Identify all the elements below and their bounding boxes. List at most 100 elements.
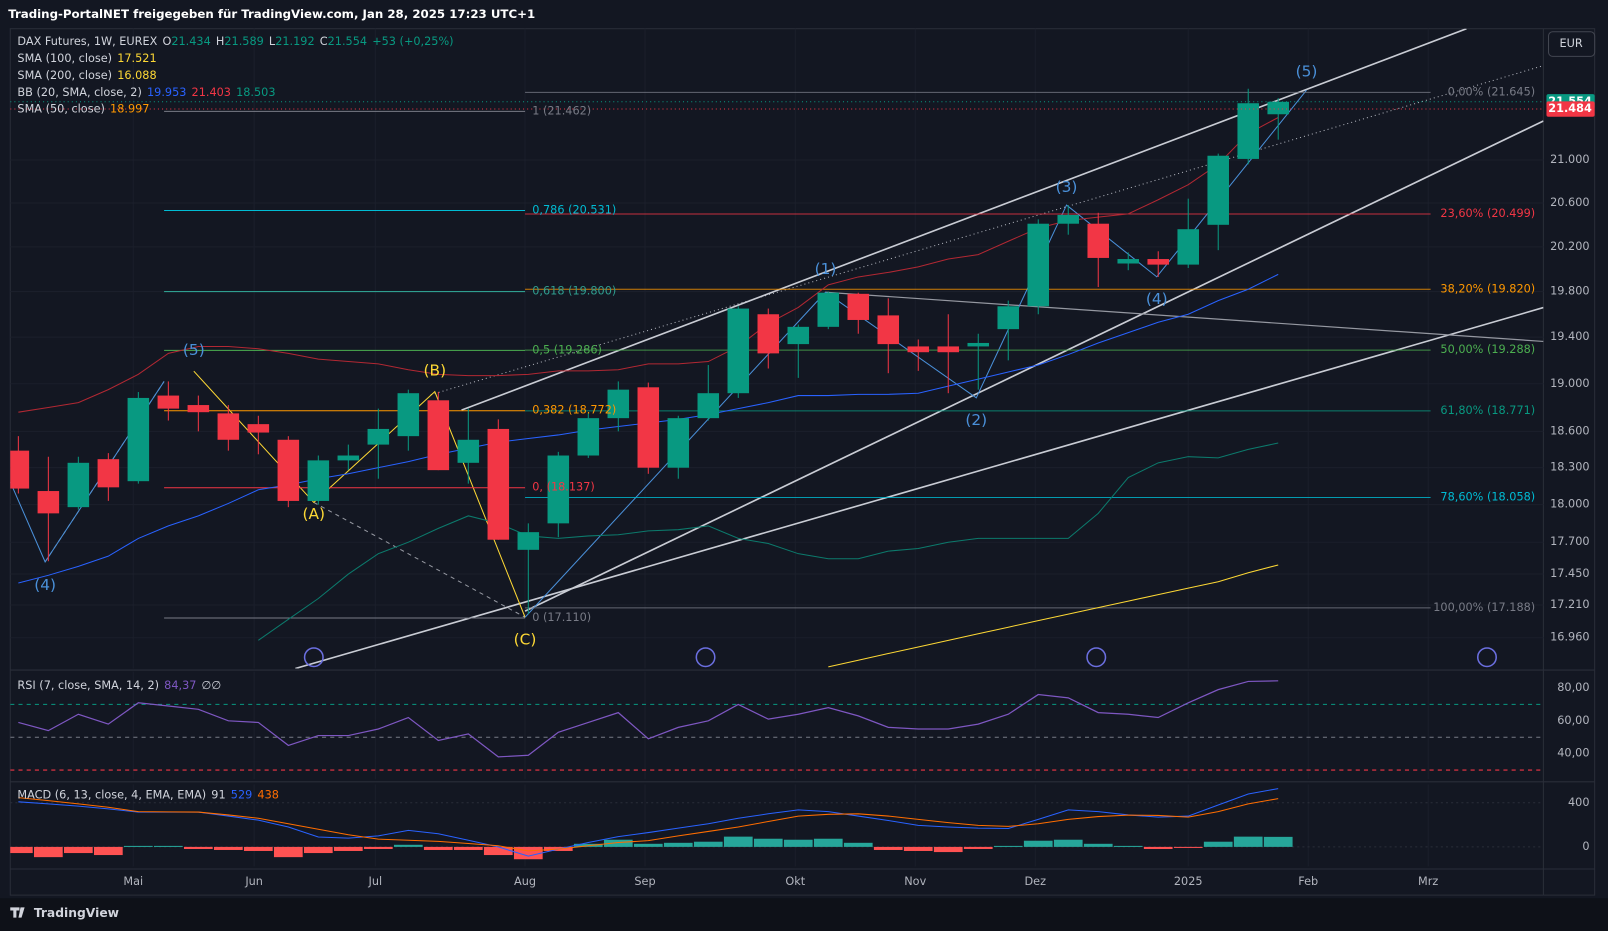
fib-label: 61,80% (18.771)	[1440, 404, 1535, 417]
candle-body	[487, 428, 510, 540]
legend-item: +53 (+0,25%)	[372, 35, 453, 48]
histogram-bar	[1173, 846, 1203, 848]
wave-line	[193, 370, 526, 618]
y-tick-label: 0	[1582, 840, 1589, 853]
legend-item: 21.589	[224, 35, 263, 48]
histogram-bar	[1053, 839, 1083, 847]
price-label: 21.484	[1548, 102, 1592, 115]
legend-row: SMA (50, close) 18.997	[17, 103, 149, 116]
candle-body	[457, 439, 480, 463]
y-tick-label: 16.960	[1550, 631, 1589, 644]
wave-label: (A)	[303, 505, 326, 523]
rsi-pane	[10, 680, 1544, 771]
legend-item: C	[320, 35, 328, 48]
candle-body	[277, 439, 300, 501]
fib-label: 50,00% (19.288)	[1440, 343, 1535, 356]
histogram-bar	[453, 846, 483, 850]
candle-body	[127, 397, 150, 482]
wave-label: (B)	[424, 362, 447, 380]
histogram-bar	[363, 846, 393, 849]
wave-label: (5)	[183, 341, 205, 359]
y-tick-label: 20.600	[1550, 196, 1589, 209]
histogram-bar	[1143, 846, 1173, 849]
y-tick-label: 17.210	[1550, 598, 1589, 611]
candle-body	[367, 428, 390, 445]
replay-icons	[303, 647, 1497, 668]
legend-item: SMA (200, close)	[17, 69, 112, 82]
candle-body	[67, 462, 90, 508]
candle-body	[1087, 223, 1110, 258]
candle-body	[97, 459, 120, 488]
wave-label: (C)	[514, 630, 537, 648]
candle-body	[547, 455, 570, 524]
legend-row: BB (20, SMA, close, 2) 19.953 21.403 18.503	[17, 86, 275, 99]
histogram-bar	[273, 846, 303, 858]
x-tick-label: Okt	[785, 875, 805, 888]
x-tick-label: Jul	[368, 875, 383, 888]
wave-line	[313, 501, 526, 618]
logo: TradingView	[34, 906, 119, 920]
histogram-bar	[423, 846, 453, 850]
replay-icon[interactable]	[1086, 647, 1107, 668]
candle-body	[637, 387, 660, 468]
histogram-bar	[183, 846, 213, 849]
candle-body	[817, 292, 840, 327]
candle-body	[847, 293, 870, 320]
candle-body	[37, 491, 60, 514]
legend-item: 91	[211, 789, 225, 802]
replay-icon[interactable]	[303, 647, 324, 668]
legend-row: MACD (6, 13, close, 4, EMA, EMA) 91 529 438	[17, 789, 279, 802]
candle-body	[877, 315, 900, 345]
histogram-bar	[33, 846, 63, 858]
trend-line	[430, 65, 1544, 396]
wave-label: (4)	[1146, 290, 1168, 308]
fib-label: 100,00% (17.188)	[1433, 601, 1535, 614]
legend-item: 84,37	[164, 679, 196, 692]
legend-item: 18.503	[236, 86, 275, 99]
fib-label: 0,786 (20.531)	[532, 203, 616, 216]
candle-body	[427, 400, 450, 471]
candle-body	[727, 308, 750, 394]
y-tick-label: 18.000	[1550, 498, 1589, 511]
histogram-bar	[603, 839, 633, 847]
candle-body	[307, 460, 330, 501]
candle-body	[1117, 259, 1140, 264]
currency-button[interactable]	[1548, 31, 1596, 57]
legend-item: 19.953	[147, 86, 186, 99]
candle-body	[787, 326, 810, 345]
wave-label: (4)	[34, 576, 56, 594]
replay-icon[interactable]	[695, 647, 716, 668]
y-tick-label: 40,00	[1557, 747, 1589, 760]
y-tick-label: 400	[1568, 796, 1590, 809]
y-tick-label: 19.400	[1550, 330, 1589, 343]
replay-icon[interactable]	[1476, 647, 1497, 668]
histogram-bar	[813, 838, 843, 847]
y-tick-label: 17.450	[1550, 567, 1589, 580]
candle-body	[187, 405, 210, 413]
legend-item: 21.434	[171, 35, 210, 48]
y-tick-label: 18.300	[1550, 461, 1589, 474]
histogram-bar	[1023, 840, 1053, 847]
y-tick-label: 17.700	[1550, 535, 1589, 548]
candle-body	[1237, 103, 1259, 159]
fib-label: 38,20% (19.820)	[1440, 282, 1535, 295]
histogram-bar	[1233, 836, 1263, 847]
candle-body	[907, 346, 930, 353]
wave-label: (1)	[815, 260, 837, 278]
macd-pane	[10, 788, 1544, 860]
wave-label: (5)	[1296, 62, 1318, 80]
y-tick-label: 80,00	[1557, 681, 1589, 694]
histogram-bar	[483, 846, 513, 856]
legend-item: BB (20, SMA, close, 2)	[17, 86, 141, 99]
legend-item: ∅	[202, 679, 212, 692]
rsi-line	[18, 680, 1279, 758]
legend-item: 21.554	[328, 35, 367, 48]
candle-body	[937, 346, 960, 353]
x-tick-label: Nov	[904, 875, 926, 888]
x-tick-label: Feb	[1298, 875, 1318, 888]
candle-body	[1057, 214, 1080, 224]
footer-bar	[0, 898, 1608, 931]
macd-line	[18, 788, 1279, 857]
